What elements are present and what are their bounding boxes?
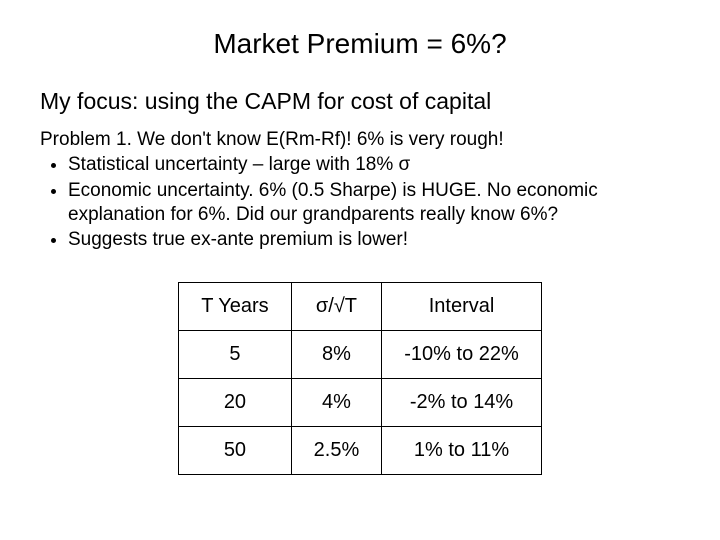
bullet-list: Statistical uncertainty – large with 18%… — [40, 153, 680, 252]
slide: Market Premium = 6%? My focus: using the… — [0, 0, 720, 540]
table-header-row: T Years σ/√T Interval — [179, 283, 542, 331]
table-row: 50 2.5% 1% to 11% — [179, 427, 542, 475]
list-item: Suggests true ex-ante premium is lower! — [68, 228, 680, 252]
cell-years: 20 — [179, 379, 291, 427]
table-row: 5 8% -10% to 22% — [179, 331, 542, 379]
cell-sigma: 2.5% — [291, 427, 382, 475]
cell-sigma: 8% — [291, 331, 382, 379]
cell-sigma: 4% — [291, 379, 382, 427]
page-title: Market Premium = 6%? — [40, 28, 680, 60]
col-header-years: T Years — [179, 283, 291, 331]
col-header-sigma: σ/√T — [291, 283, 382, 331]
cell-years: 50 — [179, 427, 291, 475]
subtitle: My focus: using the CAPM for cost of cap… — [40, 88, 680, 115]
cell-interval: -10% to 22% — [382, 331, 542, 379]
cell-interval: 1% to 11% — [382, 427, 542, 475]
cell-interval: -2% to 14% — [382, 379, 542, 427]
problem-statement: Problem 1. We don't know E(Rm-Rf)! 6% is… — [40, 129, 680, 151]
table-row: 20 4% -2% to 14% — [179, 379, 542, 427]
uncertainty-table: T Years σ/√T Interval 5 8% -10% to 22% 2… — [178, 282, 542, 475]
list-item: Economic uncertainty. 6% (0.5 Sharpe) is… — [68, 179, 680, 227]
cell-years: 5 — [179, 331, 291, 379]
list-item: Statistical uncertainty – large with 18%… — [68, 153, 680, 177]
col-header-interval: Interval — [382, 283, 542, 331]
table-container: T Years σ/√T Interval 5 8% -10% to 22% 2… — [40, 282, 680, 475]
